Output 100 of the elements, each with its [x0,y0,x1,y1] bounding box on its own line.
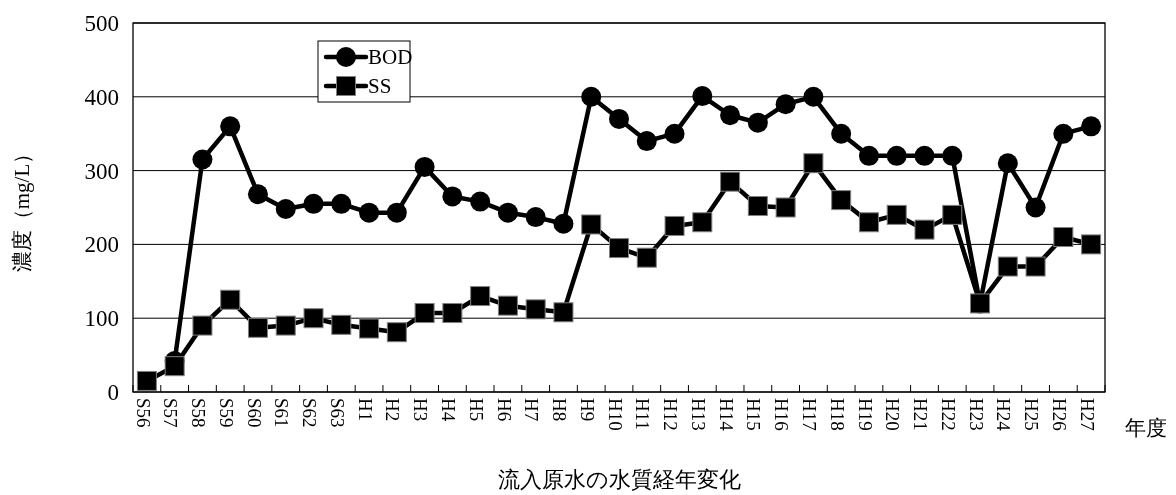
x-tick-label: H15 [743,398,765,431]
legend-label: BOD [368,45,413,69]
point [470,191,491,212]
y-tick-label: 100 [84,306,119,332]
point [247,317,268,338]
point [553,213,574,234]
x-tick-label: S60 [243,398,265,428]
point [1053,123,1074,144]
point [220,116,241,137]
point [192,315,213,336]
point [720,105,741,126]
y-tick-label: 0 [107,380,119,405]
x-tick-label: H5 [465,398,487,422]
x-tick-label: H17 [799,398,821,431]
point [414,303,435,324]
x-tick-label: H12 [660,398,682,431]
point [359,318,380,339]
point [525,207,546,228]
y-tick-label: 500 [84,11,119,36]
x-tick-label: H4 [438,398,460,422]
x-axis-title: 年度 [1125,416,1167,440]
point [886,145,907,166]
point [331,314,352,335]
legend-label: SS [368,74,392,98]
point [720,171,741,192]
y-axis-title: 濃度（mg/L） [10,142,34,273]
x-tick-label: S62 [299,398,321,428]
point [553,302,574,323]
x-tick-label: H8 [549,398,571,422]
point [303,193,324,214]
point [997,256,1018,277]
x-tick-label: S61 [271,398,293,428]
point [914,145,935,166]
x-tick-label: H14 [715,398,737,432]
point [1053,227,1074,248]
point [692,212,713,233]
point [192,149,213,170]
x-tick-label: S63 [326,398,348,428]
x-tick-label: S57 [160,398,182,428]
point [386,202,407,223]
point [609,238,629,259]
point [1025,197,1046,218]
point [664,123,685,144]
point [164,356,185,377]
y-tick-label: 200 [84,232,119,258]
point [442,186,463,207]
y-tick-label: 400 [84,84,119,110]
point [331,193,352,214]
point [1081,234,1102,255]
point [247,184,268,205]
point [692,86,713,107]
x-tick-label: H19 [854,398,876,431]
x-tick-label: S59 [215,398,237,428]
x-tick-label: H11 [632,398,654,431]
point [997,153,1018,174]
point [1025,256,1046,277]
x-tick-label: H10 [604,398,626,431]
point [942,145,963,166]
point [942,204,963,225]
x-tick-label: H27 [1076,398,1098,431]
point [303,308,324,329]
x-tick-label: H21 [910,398,932,431]
point [470,286,491,307]
x-tick-label: H2 [382,398,404,422]
point [414,156,435,177]
point [525,299,546,320]
point [497,202,518,223]
point [581,214,602,235]
point [359,202,380,223]
point [1081,116,1102,137]
x-tick-label: H16 [771,398,793,431]
x-tick-label: S58 [188,398,210,428]
point [831,123,852,144]
point [275,315,296,336]
point [858,145,879,166]
x-tick-label: H13 [687,398,709,431]
point [275,198,296,219]
point [747,196,768,217]
point [775,197,796,218]
x-tick-label: H1 [354,398,376,422]
point [609,108,629,129]
point [386,322,407,343]
x-tick-label: H23 [965,398,987,431]
point [858,212,879,233]
point [220,289,241,310]
point [831,190,852,211]
point [803,86,824,107]
point [664,215,685,236]
x-tick-label: H26 [1048,398,1070,431]
x-tick-label: H6 [493,398,515,422]
x-tick-label: H24 [993,398,1015,432]
x-tick-label: H7 [521,398,543,422]
x-tick-label: H22 [937,398,959,431]
point [803,153,824,174]
text: 流入原水の水質経年変化 [497,467,741,492]
x-tick-label: H9 [576,398,598,422]
point [581,86,602,107]
point [636,131,657,152]
point [775,94,796,115]
x-tick-label: H25 [1021,398,1043,431]
